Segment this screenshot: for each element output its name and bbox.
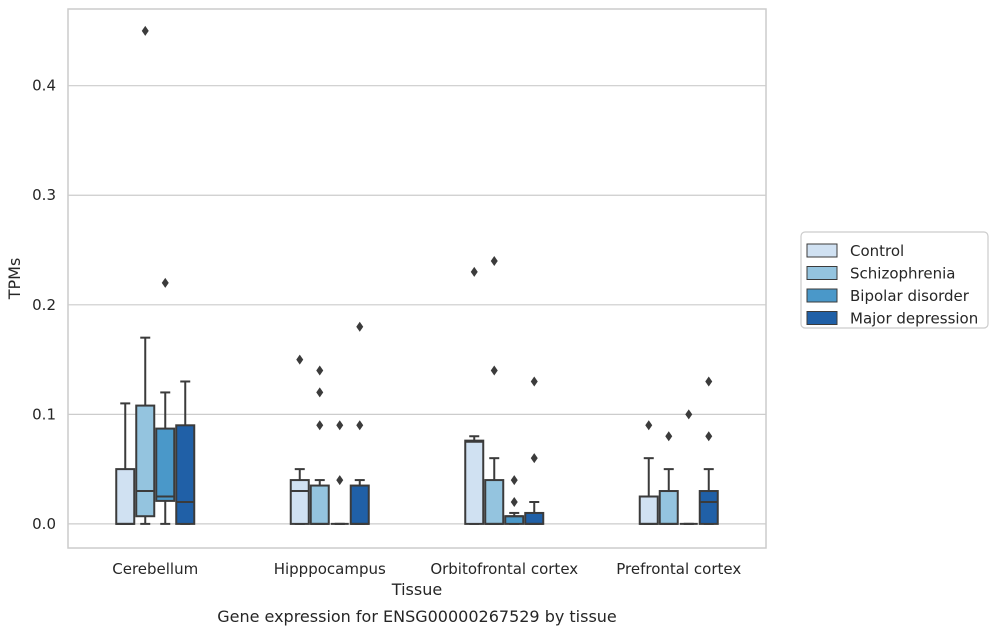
box-body (175, 424, 196, 525)
outlier-point (705, 431, 713, 442)
box-body (289, 479, 310, 525)
outlier-point (490, 365, 498, 376)
x-tick-label: Orbitofrontal cortex (430, 560, 578, 578)
legend: Control Schizophrenia Bipolar disorder Majo… (800, 231, 989, 329)
legend-label: Bipolar disorder (850, 287, 970, 305)
box-body (484, 479, 505, 525)
box-bipolar-disorder (504, 475, 525, 525)
boxes (115, 25, 719, 525)
x-axis-label: Tissue (391, 580, 442, 599)
y-tick-label: 0.4 (32, 77, 56, 95)
legend-label: Major depression (850, 310, 978, 328)
y-tick-label: 0.1 (32, 405, 56, 423)
box-body (115, 468, 136, 525)
outlier-point (470, 266, 478, 277)
legend-label: Control (850, 242, 904, 260)
box-major-depression (175, 380, 196, 525)
x-tick-label: Hipppocampus (274, 560, 386, 578)
x-tick-labels: Cerebellum Hipppocampus Orbitofrontal cort… (112, 560, 741, 578)
box-control (289, 354, 310, 525)
outlier-point (705, 376, 713, 387)
box-body (504, 515, 525, 525)
legend-swatch (806, 266, 838, 280)
box-schizophrenia (135, 25, 156, 525)
x-tick-label: Prefrontal cortex (616, 560, 741, 578)
box-bipolar-disorder (679, 409, 698, 525)
x-tick-label: Cerebellum (112, 560, 198, 578)
box-body (309, 484, 330, 525)
box-major-depression (349, 321, 370, 525)
outlier-point (685, 409, 693, 420)
outlier-point (356, 321, 364, 332)
outlier-point (645, 420, 653, 431)
box-body (135, 404, 156, 518)
legend-label: Schizophrenia (850, 265, 955, 283)
plot-frame (67, 8, 767, 549)
outlier-point (316, 420, 324, 431)
box-body (638, 495, 659, 525)
outlier-point (665, 431, 673, 442)
box-body (155, 427, 176, 502)
outlier-point (530, 453, 538, 464)
outlier-point (510, 496, 518, 507)
box-control (638, 420, 659, 525)
outlier-point (161, 277, 169, 288)
box-bipolar-disorder (330, 420, 349, 525)
chart-caption: Gene expression for ENSG00000267529 by t… (217, 607, 617, 626)
legend-swatch (806, 243, 838, 258)
outlier-point (336, 475, 344, 486)
box-body (698, 490, 719, 525)
y-tick-labels: 0.0 0.1 0.2 0.3 0.4 (32, 77, 56, 533)
outlier-point (316, 387, 324, 398)
outlier-point (296, 354, 304, 365)
box-body (349, 484, 370, 525)
box-schizophrenia (484, 255, 505, 525)
outlier-point (336, 420, 344, 431)
outlier-point (510, 475, 518, 486)
box-bipolar-disorder (155, 277, 176, 525)
y-axis-label: TPMs (5, 258, 24, 301)
outlier-point (490, 255, 498, 266)
box-body (464, 439, 485, 525)
outlier-point (356, 420, 364, 431)
box-major-depression (698, 376, 719, 525)
y-tick-label: 0.2 (32, 296, 56, 314)
y-tick-label: 0.0 (32, 515, 56, 533)
box-body (658, 490, 679, 525)
legend-swatch (806, 288, 838, 303)
box-major-depression (524, 376, 545, 525)
y-tick-label: 0.3 (32, 186, 56, 204)
box-control (464, 266, 485, 525)
outlier-point (141, 25, 149, 36)
legend-frame (800, 231, 989, 329)
box-control (115, 402, 136, 525)
legend-swatch (806, 311, 838, 325)
box-body (524, 511, 545, 525)
box-schizophrenia (309, 365, 330, 525)
outlier-point (530, 376, 538, 387)
box-schizophrenia (658, 431, 679, 525)
outlier-point (316, 365, 324, 376)
